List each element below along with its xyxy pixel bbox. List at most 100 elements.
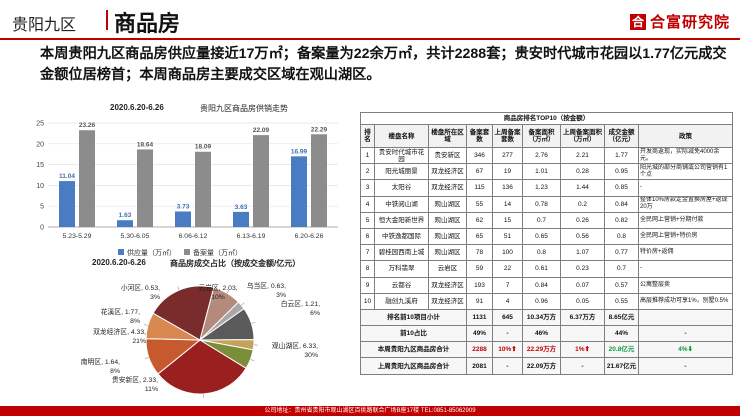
bar (79, 130, 95, 227)
bar (117, 220, 133, 227)
legend-label: 供应量（万㎡） (127, 248, 176, 257)
table-cell: 5 (360, 211, 375, 229)
table-cell: 中铁逸都国际 (374, 227, 429, 246)
data-label: 22.29 (311, 126, 328, 133)
summary-cell: 4%⬇ (637, 341, 734, 359)
slice-percent: 8% (110, 368, 120, 375)
table-header-row: 排名 楼盘名称 楼盘所在区域 备案套数 上周备案套数 备案面积（万㎡） 上周备案面积（万㎡）… (360, 124, 734, 148)
table-cell: 1.23 (522, 179, 561, 197)
bar (137, 149, 153, 227)
data-label: 18.09 (195, 144, 212, 151)
table-cell: 0.8 (604, 227, 639, 246)
table-cell: 0.96 (522, 292, 561, 310)
leader-line (241, 302, 245, 306)
summary-cell: 2081 (466, 357, 493, 375)
leader-line (144, 357, 149, 359)
table-cell: 65 (466, 227, 493, 246)
table-cell: 67 (466, 163, 493, 181)
table-cell: 0.85 (604, 179, 639, 197)
table-cell: 0.77 (604, 244, 639, 262)
pie-chart-title: 商品房成交占比（按成交金额/亿元） (170, 259, 301, 268)
summary-row: 排名前10项目小计 1131 645 10.34万方 6.37万方 8.65亿元 (360, 308, 734, 327)
table-row: 7 碧桂园西南上城 观山湖区 78 100 0.8 1.07 0.77 特价房+返佣 (360, 244, 734, 262)
table-cell: 贵安新区 (428, 146, 467, 165)
leader-line (226, 289, 230, 294)
column-header: 成交金额（亿元） (604, 124, 639, 148)
slice-label: 贵安新区, 2.33, (112, 375, 158, 384)
table-cell: 全民网上营销+特价房 (637, 227, 734, 246)
summary-row: 上周贵阳九区商品房合计 2081-22.09万方 -21.67亿元 - (360, 357, 734, 375)
summary-cell: 20.8亿元 (604, 341, 639, 359)
table-row: 3 太阳谷 双龙经济区 115 136 1.23 1.44 0.85- (360, 179, 734, 197)
table-cell: 整体10%房款定金置换房屋+返现20万 (637, 195, 734, 213)
bar (59, 181, 75, 227)
table-cell: 22 (492, 260, 523, 278)
pie-slice (157, 339, 247, 395)
table-row: 2 阳光城丽景 双龙经济区 67 19 1.01 0.28 0.95 阳光城的部分商铺或公司营销… (360, 163, 734, 181)
summary-cell: - (492, 325, 523, 343)
legend-label: 备案量（万㎡） (193, 248, 242, 257)
footer-address: 公司地址：贵州省贵阳市观山湖区百挑路联合广场B座17楼 TEL:0851-850… (0, 406, 740, 416)
column-header: 备案套数 (466, 124, 493, 148)
table-cell: 双龙经济区 (428, 276, 467, 294)
summary-cell: 10%⬆ (492, 341, 523, 359)
leader-line (251, 321, 256, 324)
bar (195, 151, 211, 227)
data-label: 11.04 (59, 173, 75, 180)
summary-cell: 1%⬆ (560, 341, 605, 359)
table-cell: 4 (360, 195, 375, 213)
header-region: 贵阳九区 (12, 17, 77, 34)
table-cell: 6 (360, 227, 375, 246)
summary-row: 本周贵阳九区商品房合计 2288 10%⬆ 22.29万方 1%⬆ 20.8亿元 4%⬇ (360, 341, 734, 359)
table-row: 4 中铁阅山湖 观山湖区 55 14 0.78 0.2 0.84 整体10%房款定金置换房屋+返… (360, 195, 734, 213)
leader-line (250, 359, 255, 362)
pie-date-caption: 2020.6.20-6.26 (92, 258, 146, 267)
x-tick-label: 5.23-5.29 (63, 233, 92, 240)
table-cell: 0.23 (560, 260, 605, 278)
table-cell: 193 (466, 276, 493, 294)
table-cell: 观山湖区 (428, 211, 467, 229)
table-cell: 恒大金阳新世界 (374, 211, 429, 229)
column-header: 楼盘所在区域 (428, 124, 467, 148)
weekly-summary: 本周贵阳九区商品房供应量接近17万㎡；备案量为22余万㎡，共计2288套；贵安时… (40, 46, 727, 83)
summary-cell: 10.34万方 (522, 308, 561, 327)
summary-cell: 645 (492, 308, 523, 327)
slice-label: 小河区, 0.53, (121, 283, 160, 292)
column-header: 上周备案套数 (492, 124, 523, 148)
table-cell: 19 (492, 163, 523, 181)
table-cell: - (637, 179, 734, 197)
table-cell: 277 (492, 146, 523, 165)
table-cell: 91 (466, 292, 493, 310)
slice-percent: 8% (130, 318, 140, 325)
x-tick-label: 6.20-6.26 (295, 233, 324, 240)
column-header: 政策 (637, 124, 734, 148)
y-tick-label: 0 (40, 225, 44, 232)
table-cell: 0.84 (604, 195, 639, 213)
column-header: 排名 (360, 124, 375, 148)
data-label: 22.09 (253, 127, 270, 134)
slice-label: 乌当区, 0.63, (247, 281, 286, 290)
table-cell: - (637, 260, 734, 278)
table-row: 10 融创九溪府 双龙经济区 91 4 0.96 0.05 0.55 高层推荐成功可享1%，别墅… (360, 292, 734, 310)
slice-label: 白云区, 1.21, (281, 299, 320, 308)
data-label: 23.26 (79, 122, 96, 129)
table-cell: 59 (466, 260, 493, 278)
table-cell: 阳光城的部分商铺或公司营销有1个点 (637, 163, 734, 181)
summary-cell: 上周贵阳九区商品房合计 (360, 357, 467, 375)
table-cell: 115 (466, 179, 493, 197)
top10-ranking-table: 商品房排名TOP10（按金额） 排名 楼盘名称 楼盘所在区域 备案套数 上周备案套数 备案… (359, 112, 734, 375)
summary-cell: 46% (522, 325, 561, 343)
table-cell: 7 (492, 276, 523, 294)
summary-cell: - (560, 357, 605, 375)
y-tick-label: 5 (40, 204, 44, 211)
table-row: 8 万科翡翠 云岩区 59 22 0.61 0.23 0.7- (360, 260, 734, 278)
table-cell: 1.07 (560, 244, 605, 262)
bar (291, 156, 307, 227)
table-cell: 0.61 (522, 260, 561, 278)
summary-cell: 本周贵阳九区商品房合计 (360, 341, 467, 359)
slice-percent: 11% (145, 386, 158, 393)
summary-cell (637, 308, 734, 327)
summary-cell: 2288 (466, 341, 493, 359)
table-cell: 0.8 (522, 244, 561, 262)
slice-label: 云岩区, 2.03, (198, 283, 237, 292)
